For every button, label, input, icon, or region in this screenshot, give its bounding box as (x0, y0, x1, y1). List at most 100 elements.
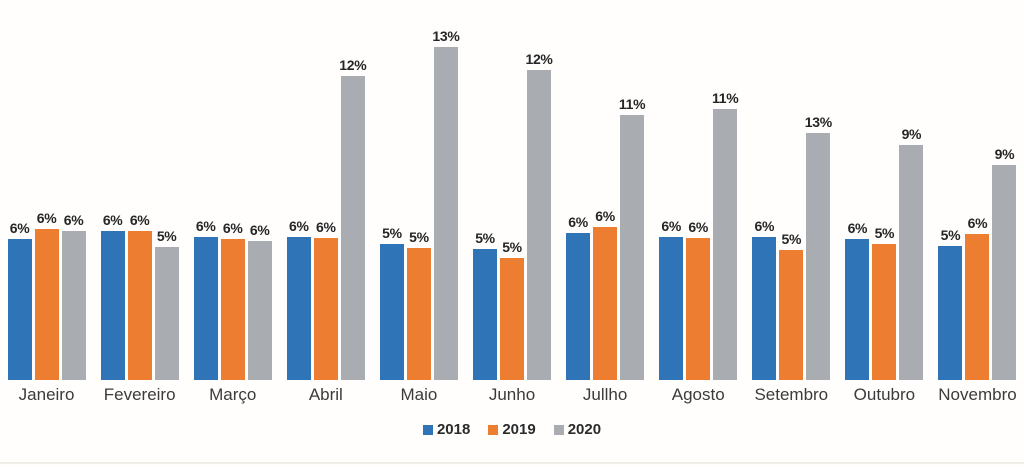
legend-label: 2019 (502, 421, 536, 438)
bar-2020-novembro: 9% (992, 146, 1017, 380)
bar-2019-jullho: 6% (593, 208, 618, 380)
bar-value-label: 5% (156, 228, 177, 244)
bar-value-label: 5% (940, 227, 961, 243)
month-label-maio: Maio (400, 385, 438, 404)
bar-2018-novembro: 5% (938, 227, 963, 380)
bar-value-label: 6% (568, 214, 588, 230)
month-label-novembro: Novembro (938, 385, 1017, 404)
bar-2018-fevereiro: 6% (100, 212, 125, 380)
bar-2018-março: 6% (193, 218, 218, 380)
month-label-agosto: Agosto (671, 385, 725, 404)
bar-value-label: 5% (874, 225, 895, 241)
legend-item-2020: 2020 (553, 421, 601, 438)
bar-group-novembro: 5% 6% 9% (931, 0, 1024, 380)
bar-value-label: 6% (249, 222, 270, 238)
month-label-setembro: Setembro (754, 385, 829, 404)
legend-label: 2018 (436, 421, 471, 438)
bar-2018-outubro: 6% (845, 220, 870, 380)
x-axis-labels: Janeiro Fevereiro Março Abril Maio Junho Jullh… (0, 380, 1024, 405)
bar-value-label: 6% (222, 220, 243, 236)
bar-2020-outubro: 9% (899, 126, 924, 380)
bar-group-jullho: 6% 6% 11% (559, 0, 652, 380)
bar-2020-fevereiro: 5% (154, 228, 179, 380)
bar-value-label: 6% (316, 219, 336, 235)
bar-value-label: 12% (525, 51, 553, 67)
bar-value-label: 5% (502, 239, 522, 255)
bar-group-março: 6% 6% 6% (186, 0, 279, 380)
legend: 2018 2019 2020 (0, 421, 1024, 438)
bar-value-label: 5% (382, 225, 402, 241)
bar-2019-março: 6% (220, 220, 245, 380)
bar-2019-fevereiro: 6% (127, 212, 152, 380)
bar-group-maio: 5% 5% 13% (372, 0, 465, 380)
bar-group-outubro: 6% 5% 9% (838, 0, 931, 380)
bar-2020-abril: 12% (339, 57, 367, 380)
bar-value-label: 11% (618, 96, 646, 112)
legend-swatch-2018 (422, 424, 433, 435)
bar-group-agosto: 6% 6% 11% (652, 0, 745, 380)
month-label-janeiro: Janeiro (18, 385, 75, 404)
bar-2019-maio: 5% (406, 229, 431, 380)
bar-value-label: 6% (289, 218, 309, 234)
bar-2019-novembro: 6% (965, 215, 990, 380)
bar-2018-abril: 6% (286, 218, 311, 380)
legend-item-2018: 2018 (422, 421, 471, 438)
month-label-março: Março (209, 385, 257, 404)
bar-value-label: 6% (129, 212, 150, 228)
bar-value-label: 6% (661, 218, 682, 234)
legend-item-2019: 2019 (488, 421, 536, 438)
bar-value-label: 9% (901, 126, 922, 142)
plot-area: 6% 6% 6% 6% 6% 5% 6% 6% 6% 6% 6% 12% 5% 5% 13% 5% 5% 12% 6… (0, 0, 1024, 380)
bar-value-label: 6% (36, 210, 57, 226)
month-label-outubro: Outubro (853, 385, 916, 404)
bar-2019-junho: 5% (500, 239, 525, 380)
bar-value-label: 6% (967, 215, 988, 231)
bar-value-label: 13% (432, 28, 460, 44)
bar-2018-maio: 5% (379, 225, 404, 380)
bar-2018-janeiro: 6% (7, 220, 32, 380)
bar-2018-agosto: 6% (659, 218, 684, 380)
bar-2020-agosto: 11% (712, 90, 739, 380)
bar-2020-março: 6% (247, 222, 272, 380)
bar-value-label: 12% (339, 57, 367, 73)
bar-value-label: 6% (688, 219, 709, 235)
bar-2018-junho: 5% (473, 230, 498, 380)
bar-value-label: 11% (712, 90, 739, 106)
bar-value-label: 5% (781, 231, 802, 247)
bar-2018-setembro: 6% (752, 218, 777, 380)
bar-value-label: 6% (847, 220, 868, 236)
bar-group-fevereiro: 6% 6% 5% (93, 0, 186, 380)
bar-2020-setembro: 13% (805, 114, 832, 380)
month-label-fevereiro: Fevereiro (103, 385, 176, 404)
bar-value-label: 9% (994, 146, 1015, 162)
bar-2020-jullho: 11% (619, 96, 646, 380)
bar-2019-outubro: 5% (872, 225, 897, 380)
bar-value-label: 5% (409, 229, 429, 245)
bar-group-junho: 5% 5% 12% (465, 0, 558, 380)
bar-2020-maio: 13% (432, 28, 460, 380)
month-label-jullho: Jullho (582, 385, 628, 404)
bar-value-label: 6% (102, 212, 123, 228)
legend-swatch-2019 (488, 424, 499, 435)
bar-group-abril: 6% 6% 12% (279, 0, 372, 380)
bar-value-label: 6% (754, 218, 775, 234)
bar-group-setembro: 6% 5% 13% (745, 0, 838, 380)
month-label-abril: Abril (308, 385, 343, 404)
legend-swatch-2020 (553, 424, 564, 435)
bar-group-janeiro: 6% 6% 6% (0, 0, 93, 380)
bottom-divider (0, 462, 1024, 464)
bar-2019-agosto: 6% (686, 219, 711, 380)
bar-2019-setembro: 5% (779, 231, 804, 380)
bar-value-label: 6% (595, 208, 615, 224)
bar-value-label: 6% (9, 220, 30, 236)
bar-value-label: 13% (804, 114, 832, 130)
bar-value-label: 5% (475, 230, 495, 246)
bar-2019-janeiro: 6% (34, 210, 59, 380)
bar-value-label: 6% (63, 212, 84, 228)
bar-2019-abril: 6% (313, 219, 338, 380)
bar-2018-jullho: 6% (566, 214, 591, 380)
bar-value-label: 6% (195, 218, 216, 234)
month-label-junho: Junho (488, 385, 536, 404)
bar-2020-junho: 12% (525, 51, 553, 380)
